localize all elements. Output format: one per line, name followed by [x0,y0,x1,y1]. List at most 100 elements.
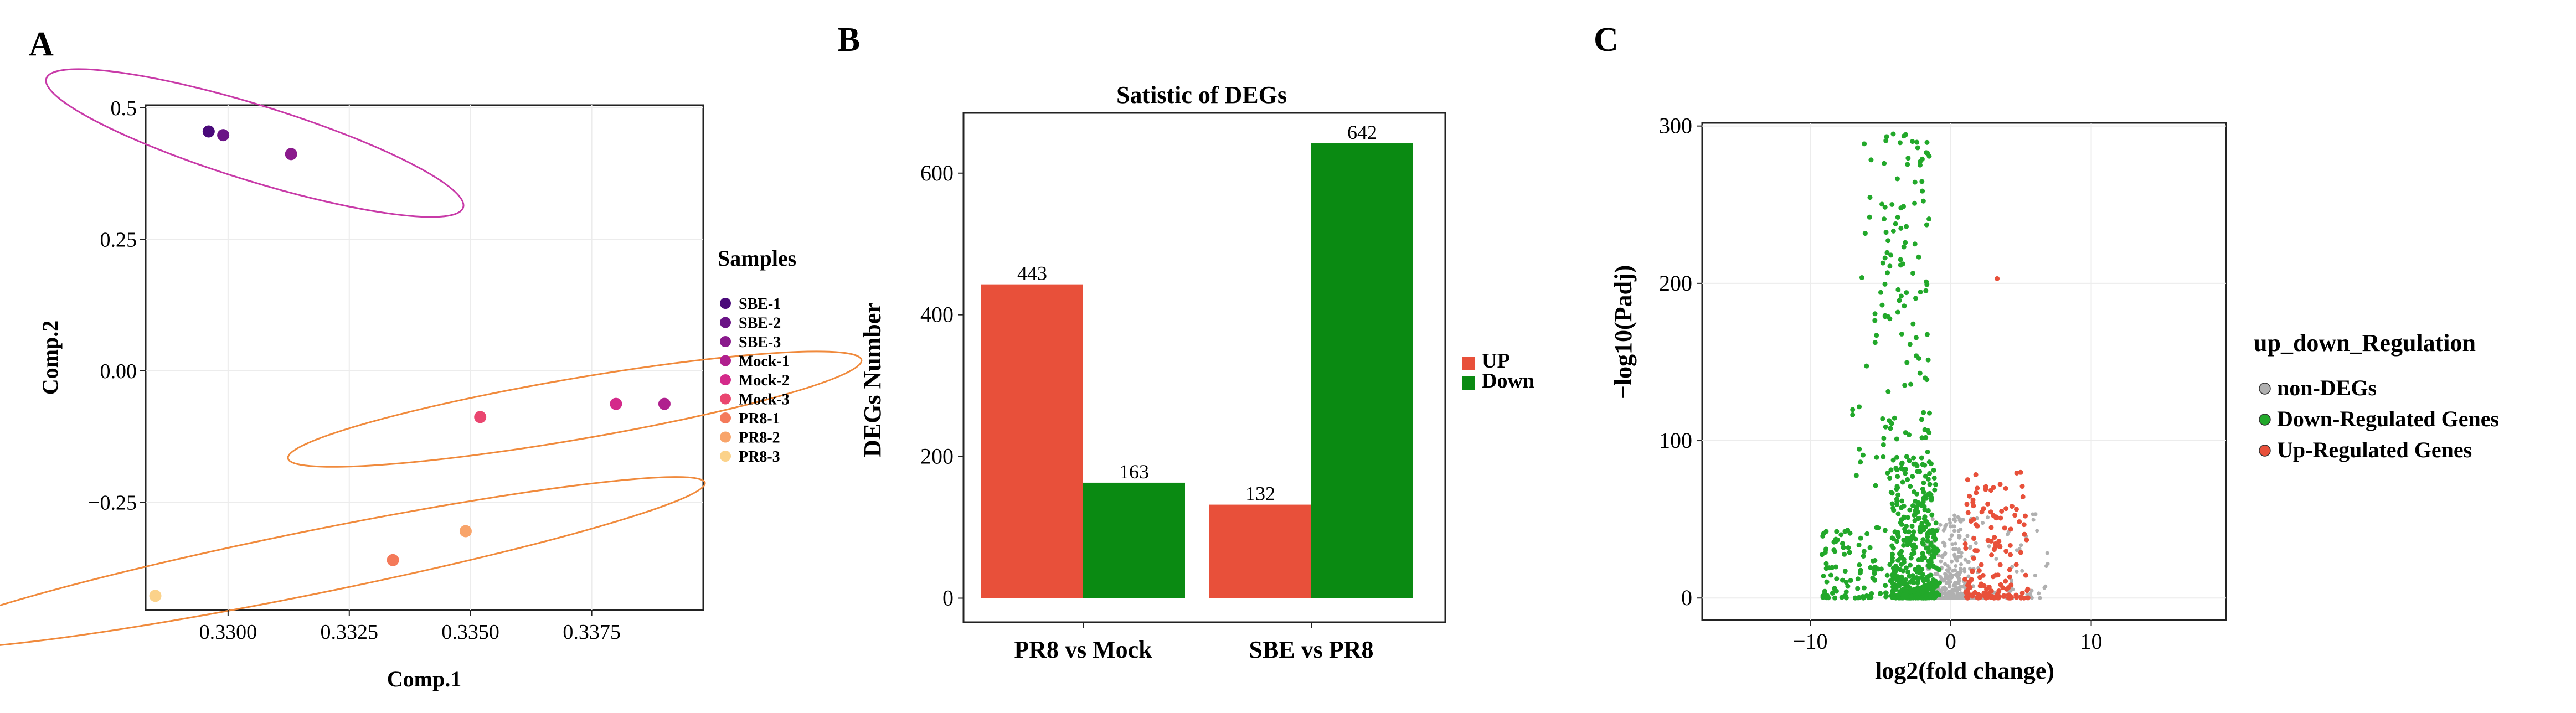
volcano-point-down [1913,335,1919,340]
volcano-point-up [2018,550,2023,555]
volcano-point-up [1962,541,1968,546]
volcano-point-down [1862,141,1867,147]
volcano-point-down [1827,565,1832,571]
volcano-point-down [1883,424,1888,430]
volcano-point-down [1919,585,1925,590]
volcano-point-down [1847,530,1853,536]
volcano-point-down [1917,469,1923,474]
volcano-point-down [1900,479,1905,485]
volcano-point-down [1858,459,1863,465]
volcano-point-down [1934,528,1939,534]
pca-legend-swatch [720,431,731,443]
volcano-point-down [1913,536,1918,542]
volcano-point-down [1928,556,1934,562]
volcano-point-up [1971,516,1976,522]
volcano-point-down [1903,240,1908,245]
volcano-point-down [1921,527,1926,533]
volcano-point-nondeg [1955,595,1959,599]
bar-y-tick-label: 400 [920,302,954,327]
volcano-legend-label: Down-Regulated Genes [2277,406,2499,431]
volcano-legend-swatch [2259,445,2271,457]
volcano-point-nondeg [1958,517,1962,521]
volcano-point-nondeg [1948,520,1952,525]
volcano-point-down [1908,555,1914,561]
volcano-point-nondeg [1981,521,1985,525]
volcano-point-down [1926,564,1932,570]
volcano-point-down [1922,427,1928,432]
volcano-point-up [1972,548,1978,554]
volcano-point-down [1838,532,1844,538]
pca-point [149,590,162,602]
volcano-point-down [1883,590,1888,596]
volcano-point-nondeg [2029,588,2034,593]
volcano-point-down [1864,363,1869,369]
volcano-point-down [1901,538,1907,543]
volcano-point-down [1919,455,1924,461]
volcano-point-down [1890,457,1896,463]
volcano-point-down [1881,216,1887,222]
volcano-point-down [1855,576,1861,582]
volcano-x-tick-label: 0 [1945,629,1956,654]
volcano-point-nondeg [2009,578,2013,583]
volcano-point-up [1971,556,1976,561]
volcano-point-down [1899,498,1905,504]
volcano-point-down [1910,271,1916,276]
volcano-point-down [1860,452,1866,458]
bar-up [981,284,1083,598]
volcano-point-down [1899,461,1904,467]
volcano-point-up [1971,503,1976,509]
volcano-point-down [1885,389,1891,394]
volcano-point-nondeg [2035,529,2039,533]
volcano-point-nondeg [1974,541,1978,545]
volcano-point-nondeg [1961,585,1966,589]
volcano-point-down [1840,541,1845,546]
volcano-point-down [1888,467,1894,473]
volcano-point-up [1979,509,1985,515]
volcano-point-nondeg [1939,559,1943,564]
volcano-point-down [1890,228,1896,234]
volcano-point-down [1880,260,1885,266]
volcano-point-down [1888,426,1893,431]
volcano-point-down [1872,577,1878,583]
volcano-point-down [1887,562,1893,567]
volcano-point-up [1995,276,2000,281]
volcano-point-up [2018,595,2024,601]
volcano-point-down [1934,565,1939,571]
volcano-point-down [1885,270,1890,276]
volcano-point-down [1881,442,1886,447]
volcano-point-up [1988,588,1994,594]
volcano-point-down [1916,254,1921,260]
volcano-plot: −10 0 10 0 100 200 300 log2(fold change) −log… [1610,113,2499,684]
volcano-point-down [1925,508,1931,513]
volcano-point-down [1894,497,1899,502]
volcano-point-down [1904,290,1909,296]
volcano-point-up [1989,552,1995,558]
volcano-point-down [1842,569,1848,574]
volcano-point-down [1909,551,1915,557]
volcano-point-down [1887,476,1893,481]
volcano-point-up [1995,572,2001,578]
volcano-point-up [1963,546,1969,551]
volcano-point-down [1885,238,1891,244]
volcano-point-up [1975,485,1980,491]
volcano-point-down [1917,528,1923,533]
pca-point [202,125,215,138]
pca-legend-label: PR8-2 [739,430,780,447]
volcano-point-down [1846,545,1851,550]
volcano-point-down [1878,591,1883,596]
volcano-x-tick-label: −10 [1793,629,1828,654]
volcano-point-down [1847,550,1852,555]
volcano-point-nondeg [1950,533,1954,538]
volcano-point-up [2013,507,2019,512]
volcano-point-nondeg [1994,557,1998,561]
volcano-point-up [2007,593,2013,599]
volcano-point-down [1882,255,1888,261]
volcano-point-down [1889,501,1895,507]
volcano-point-nondeg [2038,596,2042,600]
volcano-point-up [1991,485,1996,490]
volcano-point-nondeg [1961,518,1966,522]
volcano-point-nondeg [2011,587,2015,592]
volcano-point-down [1908,535,1913,541]
volcano-point-down [1842,551,1847,557]
volcano-point-nondeg [1945,568,1949,572]
